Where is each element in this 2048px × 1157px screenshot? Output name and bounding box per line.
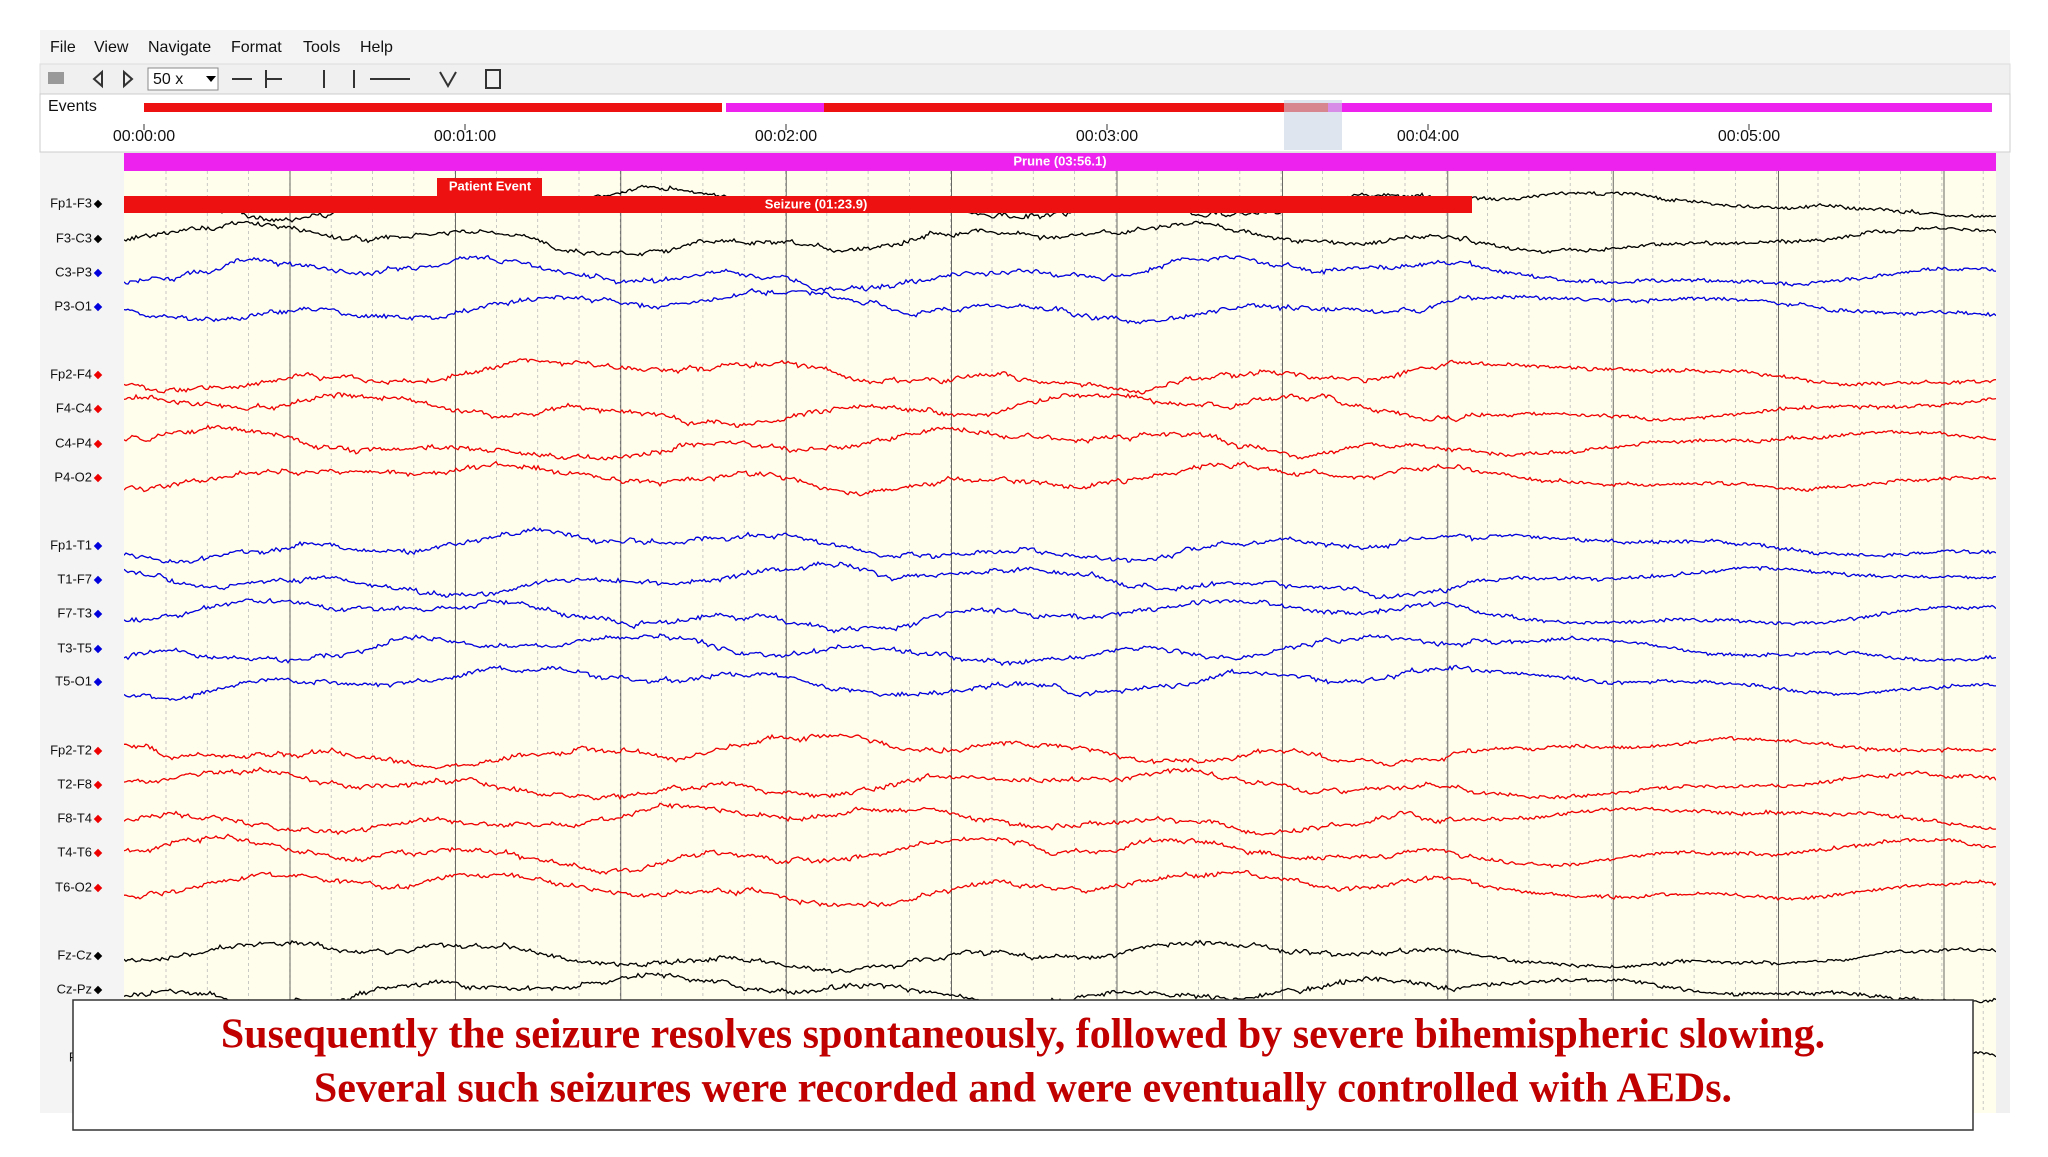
eeg-trace xyxy=(124,833,1996,875)
zoom-value[interactable]: 50 x xyxy=(153,71,183,88)
eeg-trace xyxy=(124,664,1996,702)
channel-label: F4-C4 xyxy=(56,400,92,415)
menu-item[interactable]: Tools xyxy=(303,39,340,56)
channel-label: Fp2-T2 xyxy=(50,742,92,757)
menu-item[interactable]: File xyxy=(50,39,76,56)
time-label: 00:03:00 xyxy=(1076,128,1138,145)
channel-label: T1-F7 xyxy=(57,571,92,586)
time-label: 00:04:00 xyxy=(1397,128,1459,145)
events-area xyxy=(39,93,2011,153)
caption-line: Several such seizures were recorded and … xyxy=(314,1066,1732,1112)
patient-event-label: Patient Event xyxy=(449,178,532,193)
channel-label: P4-O2 xyxy=(54,469,92,484)
channel-label: F3-C3 xyxy=(56,230,92,245)
event-segment xyxy=(1328,103,1992,112)
eeg-trace xyxy=(124,358,1996,395)
channel-marker xyxy=(93,404,103,414)
channel-marker xyxy=(93,302,103,312)
caption-line: Susequently the seizure resolves spontan… xyxy=(221,1012,1825,1058)
channel-label: Fz-Cz xyxy=(57,947,92,962)
channel-label: C4-P4 xyxy=(55,435,92,450)
channel-marker xyxy=(93,370,103,380)
prune-bar xyxy=(124,153,1996,171)
eeg-trace xyxy=(124,733,1996,770)
toolbar-icons xyxy=(48,69,501,89)
seizure-bar xyxy=(124,196,1472,213)
plot-area xyxy=(124,153,1996,1113)
seizure-label: Seizure (01:23.9) xyxy=(765,196,868,211)
channel-label: F7-T3 xyxy=(57,605,92,620)
time-label: 00:05:00 xyxy=(1718,128,1780,145)
event-segment xyxy=(144,103,722,112)
channel-marker xyxy=(93,199,103,209)
menu-bar: File View Navigate Format Tools Help xyxy=(50,39,393,56)
time-label: 00:02:00 xyxy=(755,128,817,145)
eeg-trace xyxy=(124,460,1996,497)
zoom-box[interactable] xyxy=(147,67,219,91)
channel-label: T4-T6 xyxy=(57,844,92,859)
channel-label: T6-O2 xyxy=(55,879,92,894)
eeg-trace xyxy=(124,254,1996,292)
channel-label: Fp1-T1 xyxy=(50,537,92,552)
eeg-trace xyxy=(124,424,1996,461)
time-label: 00:00:00 xyxy=(113,128,175,145)
menu-item[interactable]: Format xyxy=(231,39,282,56)
events-label: Events xyxy=(48,98,97,115)
channel-label: T5-O1 xyxy=(55,673,92,688)
menu-item[interactable]: View xyxy=(94,39,129,56)
channel-label: P3-O1 xyxy=(54,298,92,313)
eeg-trace xyxy=(124,526,1996,564)
eeg-trace xyxy=(124,560,1996,600)
eeg-trace xyxy=(124,939,1996,974)
eeg-trace xyxy=(124,766,1996,801)
channel-label: Fp2-F4 xyxy=(50,366,92,381)
channel-label: C3-P3 xyxy=(55,264,92,279)
channel-label: Fp1-F3 xyxy=(50,195,92,210)
menu-item[interactable]: Help xyxy=(360,39,393,56)
eeg-trace xyxy=(124,392,1996,429)
channel-marker xyxy=(93,268,103,278)
label-column xyxy=(40,153,124,1113)
scrollbar[interactable] xyxy=(1996,153,2010,1113)
event-segment xyxy=(726,103,824,112)
dropdown-arrow[interactable] xyxy=(206,76,216,82)
menu-item[interactable]: Navigate xyxy=(148,39,211,56)
channel-marker xyxy=(93,439,103,449)
eeg-trace xyxy=(124,802,1996,836)
toolbar xyxy=(39,63,2011,95)
channel-marker xyxy=(93,234,103,244)
prune-label: Prune (03:56.1) xyxy=(1013,153,1106,168)
event-segment xyxy=(824,103,1328,112)
grid xyxy=(165,153,1984,1113)
channel-label: T3-T5 xyxy=(57,640,92,655)
time-label: 00:01:00 xyxy=(434,128,496,145)
channel-label: T2-F8 xyxy=(57,776,92,791)
view-cursor[interactable] xyxy=(1284,100,1342,150)
eeg-trace xyxy=(124,869,1996,908)
time-ruler: 00:00:00 00:01:00 00:02:00 00:03:00 00:04:00… xyxy=(113,124,1780,145)
eeg-trace xyxy=(124,597,1996,634)
eeg-trace xyxy=(124,288,1996,325)
caption-box xyxy=(72,999,1974,1131)
channel-label: F8-T4 xyxy=(57,810,92,825)
patient-event-tag xyxy=(437,178,542,196)
eeg-trace xyxy=(124,220,1996,257)
channel-marker xyxy=(93,473,103,483)
channel-label: Cz-Pz xyxy=(57,981,92,996)
eeg-trace xyxy=(124,633,1996,667)
